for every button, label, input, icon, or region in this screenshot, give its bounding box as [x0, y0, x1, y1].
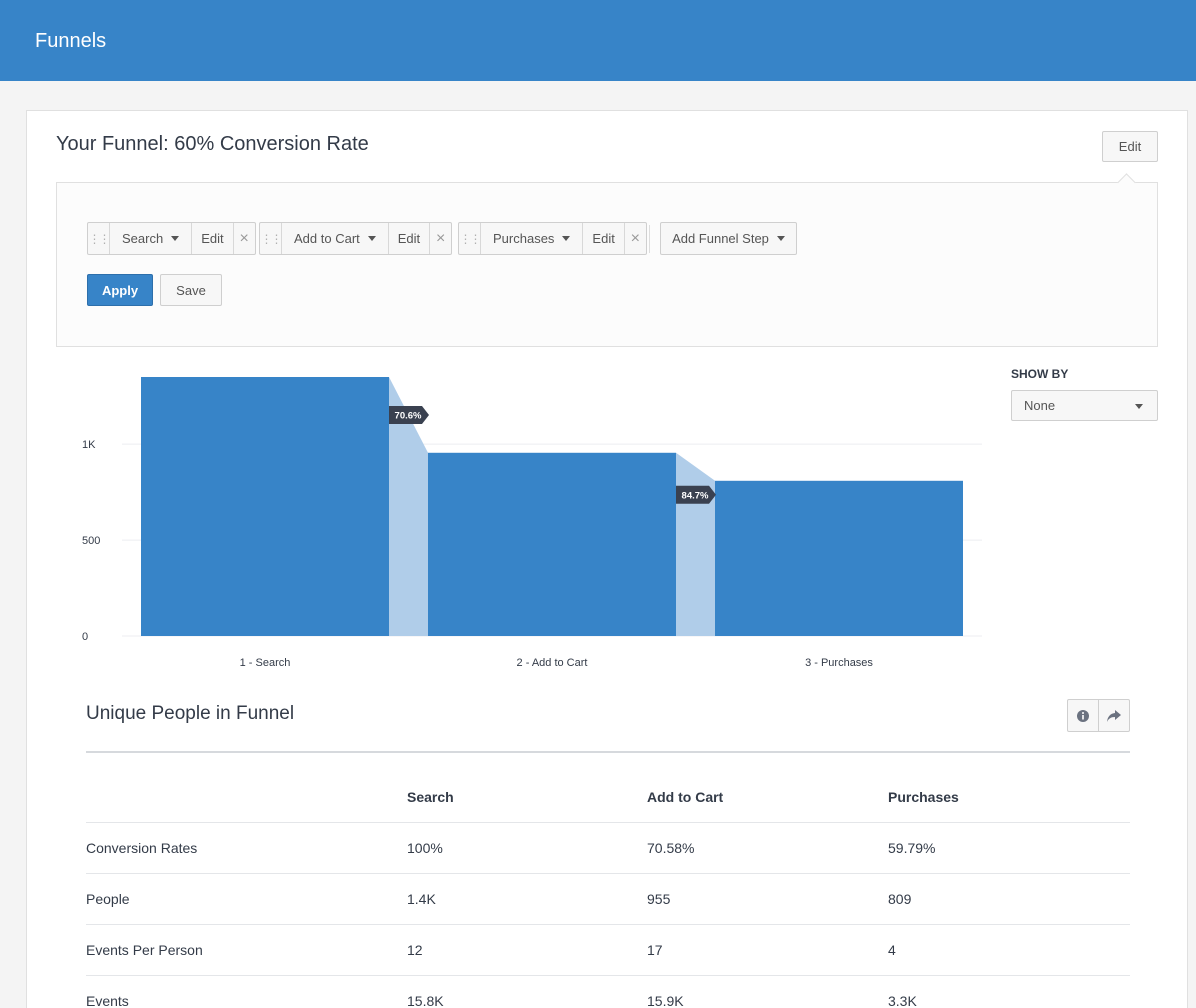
- header-cell: Search: [407, 789, 454, 805]
- row-label: People: [86, 891, 130, 907]
- close-icon[interactable]: ×: [239, 229, 249, 247]
- top-bar: Funnels: [0, 0, 1196, 81]
- dropoff-area: [389, 452, 428, 636]
- step-edit-button[interactable]: Edit: [192, 223, 234, 254]
- y-tick-label: 500: [82, 535, 100, 547]
- table-cell: 1.4K: [407, 891, 436, 907]
- table-row: Conversion Rates 100% 70.58% 59.79%: [86, 823, 1130, 874]
- table-cell: 17: [647, 942, 663, 958]
- row-label: Events: [86, 993, 129, 1008]
- drag-handle-icon[interactable]: ⋮⋮: [260, 223, 283, 254]
- step-label: Add to Cart: [294, 231, 360, 246]
- drag-handle-icon[interactable]: ⋮⋮: [88, 223, 111, 254]
- y-tick-label: 0: [82, 631, 88, 643]
- funnel-table: Search Add to Cart Purchases Conversion …: [86, 771, 1130, 1008]
- funnel-bar: [715, 480, 963, 636]
- conversion-tag: [389, 406, 429, 424]
- step-select-add-to-cart[interactable]: Add to Cart: [282, 223, 389, 254]
- x-tick-label: 3 - Purchases: [805, 657, 873, 669]
- funnel-bar: [141, 377, 389, 636]
- table-title: Unique People in Funnel: [86, 703, 295, 724]
- conversion-tag: [676, 485, 716, 504]
- table-header-row: Search Add to Cart Purchases: [86, 771, 1130, 823]
- funnel-step-purchases: ⋮⋮ Purchases Edit ×: [458, 222, 647, 255]
- show-by-select[interactable]: None: [1011, 390, 1158, 421]
- funnel-builder: ⋮⋮ Search Edit × ⋮⋮ Add to Cart Edit × ⋮…: [56, 182, 1158, 347]
- table-cell: 15.9K: [647, 993, 684, 1008]
- row-label: Events Per Person: [86, 942, 203, 958]
- y-tick-label: 1K: [82, 439, 96, 451]
- table-divider: [86, 751, 1130, 753]
- funnel-card: Your Funnel: 60% Conversion Rate Edit ⋮⋮…: [26, 110, 1188, 1008]
- page-title: Funnels: [35, 30, 107, 52]
- table-cell: 3.3K: [888, 993, 917, 1008]
- table-cell: 70.58%: [647, 840, 695, 856]
- x-tick-label: 1 - Search: [240, 657, 291, 669]
- close-icon[interactable]: ×: [436, 229, 446, 247]
- table-actions: [1067, 699, 1130, 732]
- funnel-step-search: ⋮⋮ Search Edit ×: [87, 222, 256, 255]
- step-label: Purchases: [493, 231, 555, 246]
- add-step-label: Add Funnel Step: [672, 231, 769, 246]
- header-cell: Purchases: [888, 789, 959, 805]
- table-cell: 12: [407, 942, 423, 958]
- conversion-label: 84.7%: [682, 490, 709, 501]
- divider: [649, 225, 650, 253]
- caret-down-icon: [562, 236, 571, 241]
- apply-button[interactable]: Apply: [87, 274, 153, 306]
- step-edit-button[interactable]: Edit: [389, 223, 431, 254]
- table-cell: 15.8K: [407, 993, 444, 1008]
- info-icon[interactable]: [1068, 700, 1098, 731]
- row-label: Conversion Rates: [86, 840, 198, 856]
- step-select-purchases[interactable]: Purchases: [481, 223, 584, 254]
- caret-down-icon: [776, 236, 785, 241]
- step-edit-button[interactable]: Edit: [583, 223, 625, 254]
- funnel-bar: [428, 452, 676, 636]
- share-icon[interactable]: [1098, 700, 1129, 731]
- caret-down-icon: [171, 236, 180, 241]
- drag-handle-icon[interactable]: ⋮⋮: [459, 223, 482, 254]
- show-by-label: SHOW BY: [1011, 367, 1069, 381]
- conversion-label: 70.6%: [395, 411, 422, 422]
- table-row: Events 15.8K 15.9K 3.3K: [86, 976, 1130, 1008]
- show-by-value: None: [1024, 398, 1056, 413]
- step-label: Search: [122, 231, 164, 246]
- funnel-step-add-to-cart: ⋮⋮ Add to Cart Edit ×: [259, 222, 453, 255]
- header-cell: Add to Cart: [647, 789, 724, 805]
- funnel-chart: 0 500 1K 1 - Search 2 - Add to Cart 3 - Purch…: [82, 377, 982, 669]
- table-cell: 955: [647, 891, 671, 907]
- caret-down-icon: [367, 236, 376, 241]
- table-row: Events Per Person 12 17 4: [86, 925, 1130, 976]
- table-row: People 1.4K 955 809: [86, 874, 1130, 925]
- close-icon[interactable]: ×: [630, 229, 640, 247]
- funnel-title: Your Funnel: 60% Conversion Rate: [56, 133, 369, 155]
- table-cell: 809: [888, 891, 912, 907]
- add-funnel-step-button[interactable]: Add Funnel Step: [660, 222, 797, 255]
- table-cell: 4: [888, 942, 896, 958]
- caret-down-icon: [1135, 404, 1143, 409]
- table-cell: 100%: [407, 840, 443, 856]
- edit-funnel-button[interactable]: Edit: [1102, 131, 1158, 162]
- table-cell: 59.79%: [888, 840, 936, 856]
- dropoff-area: [676, 480, 715, 636]
- step-select-search[interactable]: Search: [110, 223, 193, 254]
- save-button[interactable]: Save: [160, 274, 222, 306]
- x-tick-label: 2 - Add to Cart: [517, 657, 588, 669]
